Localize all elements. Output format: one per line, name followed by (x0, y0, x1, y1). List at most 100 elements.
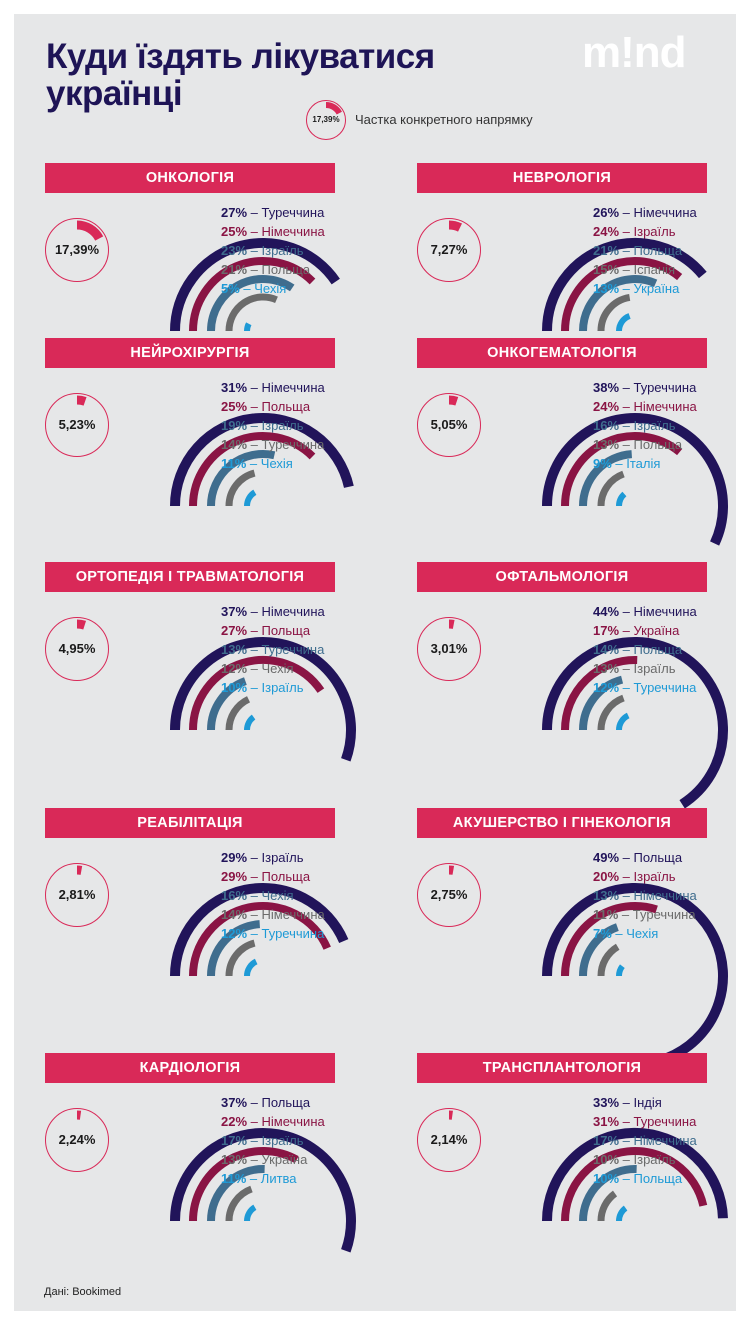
bar-value: 17 (593, 623, 608, 638)
percent-sign: % (600, 926, 612, 941)
share-value: 2,75% (430, 887, 468, 902)
radial-bar (579, 275, 658, 332)
bar-country: Польща (633, 1171, 683, 1186)
bar-value: 14 (593, 642, 608, 657)
chart-title-banner: НЕВРОЛОГІЯ (417, 163, 707, 193)
percent-sign: % (607, 399, 620, 414)
label-separator: – (619, 1095, 634, 1110)
percent-sign: % (607, 418, 620, 433)
radial-bar (189, 1147, 299, 1222)
percent-sign: % (607, 262, 620, 277)
bar-value: 16 (221, 888, 236, 903)
legend-share-arc (325, 102, 342, 115)
share-arc-wrapper (448, 1110, 453, 1120)
bar-country: Туреччина (632, 907, 696, 922)
bar-value: 37 (221, 1095, 236, 1110)
radial-bars (542, 412, 728, 546)
percent-sign: % (607, 1095, 620, 1110)
percent-sign: % (228, 281, 240, 296)
radial-bars (542, 1127, 728, 1222)
bar-country: Ізраїль (633, 224, 676, 239)
percent-sign: % (606, 907, 619, 922)
radial-bar (170, 1128, 356, 1253)
bar-label: 12% – Чехія (221, 661, 294, 676)
share-arc-wrapper (448, 220, 463, 232)
bar-label: 16% – Ізраїль (593, 418, 676, 433)
bar-value: 10 (221, 680, 236, 695)
radial-bar (579, 923, 619, 977)
radial-bar (561, 257, 683, 332)
radial-bar (207, 677, 247, 731)
label-separator: – (619, 418, 634, 433)
bar-country: Польща (261, 869, 311, 884)
radial-bar (189, 431, 316, 507)
percent-sign: % (607, 437, 620, 452)
bar-label: 25% – Німеччина (221, 224, 325, 239)
chart-title-banner: АКУШЕРСТВО І ГІНЕКОЛОГІЯ (417, 808, 707, 838)
radial-bars (542, 637, 728, 809)
radial-bar (207, 920, 261, 977)
radial-bar (207, 275, 295, 332)
share-value: 17,39% (54, 242, 100, 257)
share-arc (448, 220, 463, 232)
radial-bar (207, 1165, 265, 1222)
label-separator: – (247, 224, 262, 239)
bar-label: 29% – Ізраїль (221, 850, 304, 865)
share-arc-wrapper (76, 619, 87, 630)
bar-value: 26 (593, 205, 608, 220)
chart-title-banner: ОНКОГЕМАТОЛОГІЯ (417, 338, 707, 368)
percent-sign: % (607, 623, 620, 638)
bar-value: 24 (593, 399, 608, 414)
bar-label: 16% – Чехія (221, 888, 294, 903)
percent-sign: % (235, 418, 248, 433)
radial-bar (542, 1127, 728, 1222)
source-note: Дані: Bookimed (44, 1286, 122, 1298)
percent-sign: % (607, 281, 620, 296)
bar-label: 11% – Чехія (221, 456, 293, 471)
bar-label: 13% – Україна (221, 1152, 307, 1167)
share-circle (417, 617, 481, 681)
share-circle (417, 863, 481, 927)
percent-sign: % (607, 869, 620, 884)
share-circle (45, 863, 109, 927)
label-separator: – (247, 399, 262, 414)
share-arc (76, 220, 104, 241)
radial-bar (561, 432, 683, 507)
label-separator: – (619, 205, 634, 220)
bar-label: 25% – Польща (221, 399, 310, 414)
bar-country: Туреччина (261, 642, 325, 657)
bar-country: Україна (633, 281, 680, 296)
bar-country: Німеччина (633, 888, 697, 903)
radial-bar (243, 322, 252, 332)
bar-country: Німеччина (633, 1133, 697, 1148)
legend-circle (306, 100, 346, 140)
radial-bar (189, 655, 325, 731)
label-separator: – (247, 642, 262, 657)
bar-country: Чехія (261, 888, 294, 903)
bar-label: 44% – Німеччина (593, 604, 697, 619)
bar-label: 24% – Ізраїль (593, 224, 676, 239)
bar-value: 9 (593, 456, 601, 471)
label-separator: – (619, 1133, 634, 1148)
percent-sign: % (607, 1114, 620, 1129)
bar-label: 7% – Чехія (593, 926, 658, 941)
radial-bar (616, 491, 627, 507)
bar-value: 19 (221, 418, 236, 433)
label-separator: – (619, 869, 634, 884)
percent-sign: % (607, 1152, 620, 1167)
share-value: 2,81% (58, 887, 96, 902)
bar-country: Чехія (260, 456, 293, 471)
share-circle (417, 393, 481, 457)
bar-country: Німеччина (633, 604, 697, 619)
radial-bar (170, 238, 340, 332)
bar-country: Німеччина (261, 1114, 325, 1129)
bar-label: 11% – Литва (221, 1171, 297, 1186)
radial-bar (225, 293, 278, 332)
bar-label: 14% – Німеччина (221, 907, 325, 922)
bar-country: Німеччина (261, 604, 325, 619)
percent-sign: % (607, 205, 620, 220)
radial-bar (207, 450, 276, 507)
bar-label: 33% – Індія (593, 1095, 662, 1110)
bar-value: 21 (221, 262, 236, 277)
bar-label: 22% – Німеччина (221, 1114, 325, 1129)
